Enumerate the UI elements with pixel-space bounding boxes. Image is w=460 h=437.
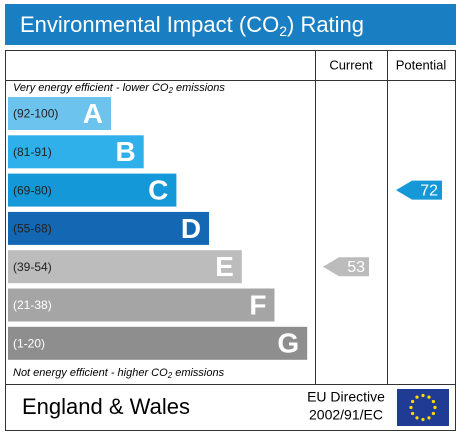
band-range: (1-20) (13, 336, 45, 350)
frame (5, 50, 456, 431)
region: England & Wales (22, 394, 190, 419)
band (8, 326, 308, 360)
flag-star (427, 416, 431, 420)
note-part: emissions (173, 82, 225, 94)
note-part: Not energy efficient - higher CO (13, 367, 168, 379)
note-part: Very energy efficient - lower CO (13, 82, 169, 94)
flag-star (415, 416, 419, 420)
flag-star (415, 395, 419, 399)
flag-star (411, 399, 415, 404)
current-arrow (323, 257, 369, 277)
flag-star (431, 411, 435, 416)
note-sub: 2 (167, 86, 173, 95)
band-letter: G (277, 328, 299, 359)
title-part: Environmental Impact (CO (20, 12, 279, 37)
title-bar (5, 4, 456, 45)
band (8, 288, 275, 322)
band-letter: B (115, 136, 135, 167)
bottom-note: Not energy efficient - higher CO2 emissi… (13, 367, 225, 380)
potential-header: Potential (396, 57, 447, 72)
flag-star (433, 405, 437, 410)
band (8, 97, 111, 130)
directive-code: 2002/91/EC (309, 407, 383, 423)
band-range: (39-54) (13, 260, 52, 274)
band (8, 173, 177, 207)
band-range: (69-80) (13, 183, 52, 197)
band-range: (81-91) (13, 145, 52, 159)
note-sub: 2 (167, 371, 173, 380)
potential-value: 72 (420, 182, 438, 199)
flag-star (431, 399, 435, 404)
band (8, 250, 242, 284)
flag-star (411, 411, 415, 416)
band-letter: F (249, 289, 266, 320)
flag-star (409, 405, 413, 410)
potential-arrow (396, 180, 442, 200)
title-part: ) Rating (287, 12, 364, 37)
top-note: Very energy efficient - lower CO2 emissi… (13, 82, 225, 95)
flag-star (421, 417, 425, 422)
title-sub: 2 (279, 23, 287, 39)
band (8, 135, 144, 169)
band-letter: A (83, 98, 103, 129)
flag-star (421, 393, 425, 398)
band-letter: C (148, 174, 168, 205)
band-range: (55-68) (13, 222, 52, 236)
flag-star (427, 395, 431, 399)
title: Environmental Impact (CO2) Rating (20, 12, 364, 39)
note-part: emissions (172, 367, 224, 379)
band-range: (92-100) (13, 107, 58, 121)
current-value: 53 (347, 259, 365, 276)
band-letter: E (215, 251, 234, 282)
band-range: (21-38) (13, 298, 52, 312)
band-letter: D (181, 213, 201, 244)
band (8, 211, 210, 245)
directive: EU Directive (307, 389, 385, 405)
current-header: Current (329, 57, 373, 72)
